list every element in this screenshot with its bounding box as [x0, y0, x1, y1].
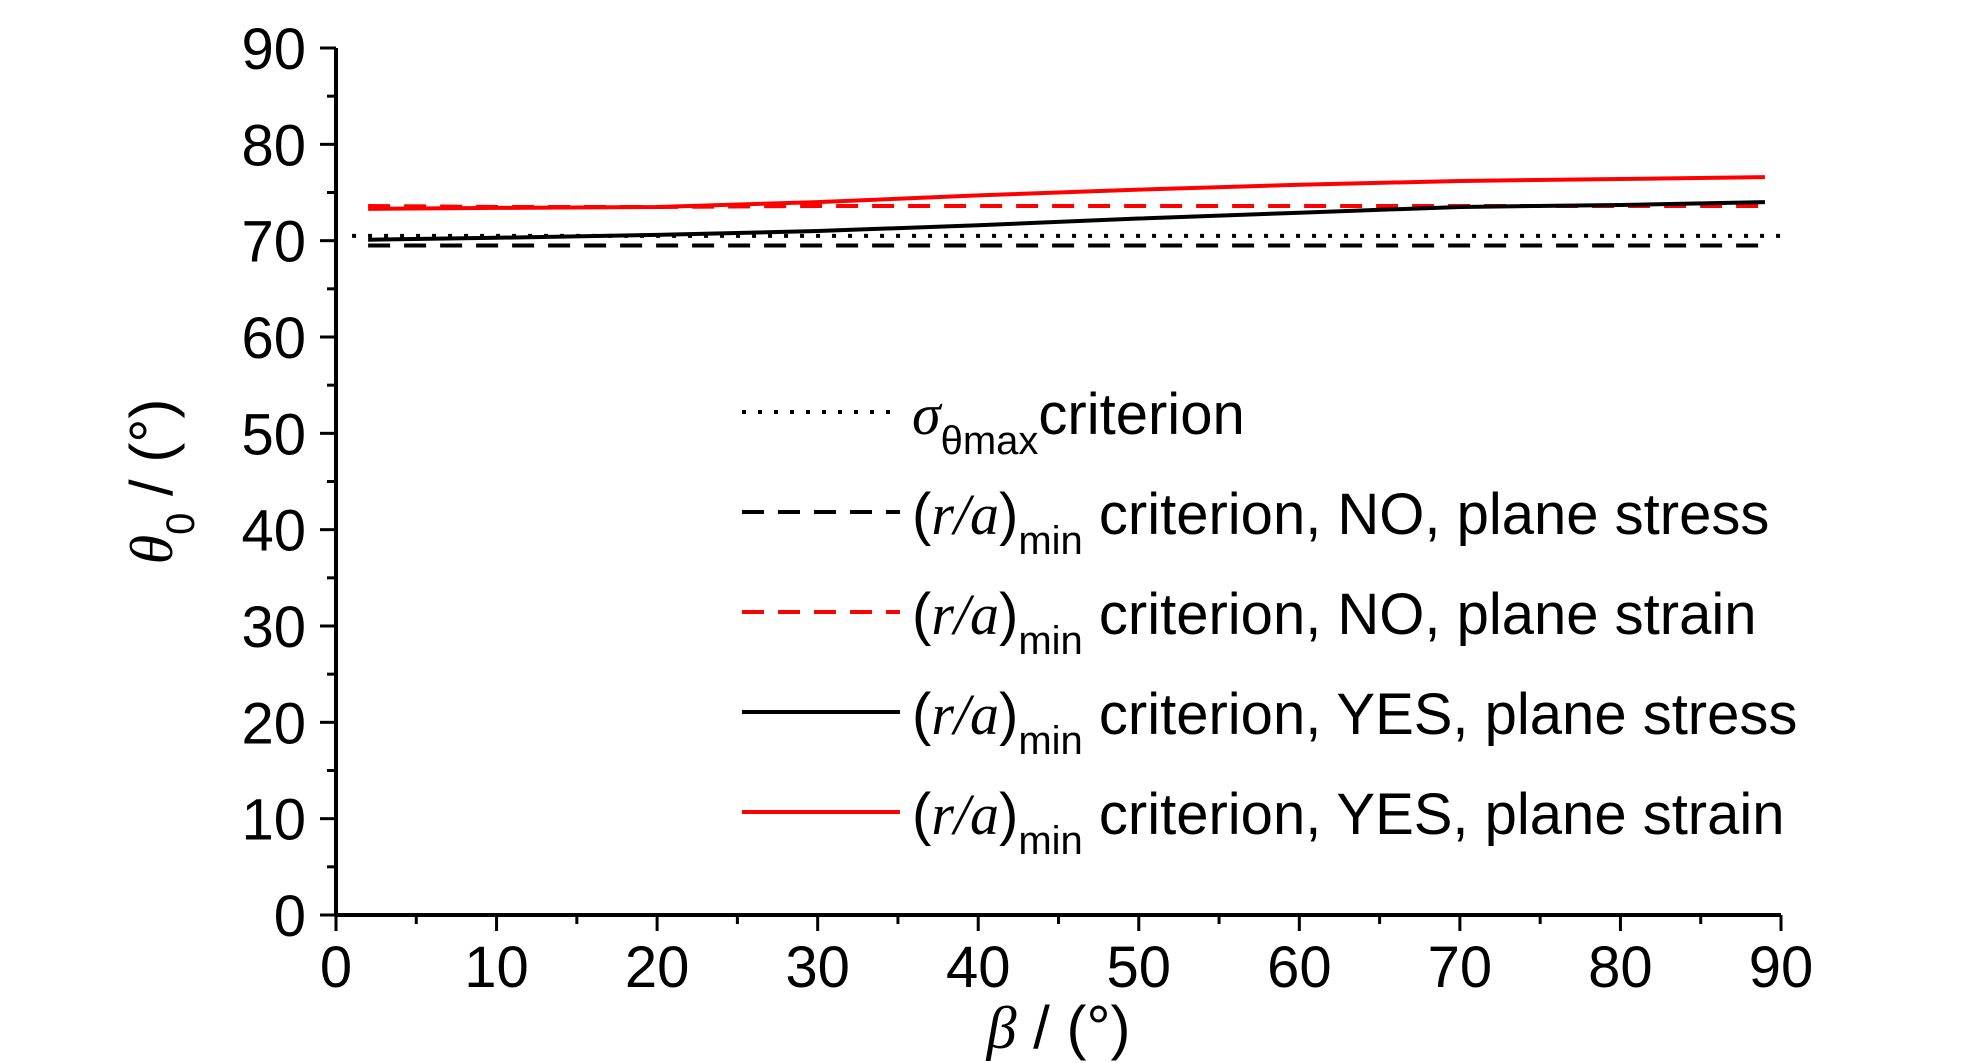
y-axis-unit: / (°) [118, 399, 185, 513]
legend-symbol: r/a [931, 582, 999, 647]
x-tick-label: 30 [785, 935, 850, 1000]
legend-label-sigma: σθmaxcriterion [912, 382, 1245, 463]
series-line-yes-strain [368, 175, 1765, 211]
legend-symbol: r/a [931, 782, 999, 847]
legend-subscript: θmax [941, 419, 1039, 463]
x-tick-label: 10 [464, 935, 529, 1000]
y-tick-label: 60 [241, 306, 306, 371]
series-layer [352, 175, 1781, 248]
legend-subscript: min [1018, 519, 1082, 563]
y-axis-title: θ0 / (°) [118, 399, 203, 565]
y-tick-label: 80 [241, 113, 306, 178]
y-tick-label: 50 [241, 402, 306, 467]
legend-paren-close: ) [999, 782, 1018, 847]
legend-paren-open: ( [912, 582, 931, 647]
y-axis-subscript: 0 [159, 513, 203, 535]
legend-subscript: min [1018, 819, 1082, 863]
x-tick-label: 80 [1588, 935, 1653, 1000]
legend-paren-open: ( [912, 782, 931, 847]
legend-text: criterion, YES, plane strain [1083, 782, 1785, 847]
y-tick-label: 30 [241, 595, 306, 660]
y-axis-symbol: θ [119, 535, 185, 564]
x-axis-unit: / (°) [1016, 994, 1130, 1061]
x-tick-label: 70 [1428, 935, 1493, 1000]
legend-paren-open: ( [912, 482, 931, 547]
legend-symbol: r/a [931, 682, 999, 747]
y-tick-label: 20 [241, 691, 306, 756]
legend-subscript: min [1018, 719, 1082, 763]
legend-label-no-strain: (r/a)min criterion, NO, plane strain [912, 582, 1757, 663]
legend-label-yes-stress: (r/a)min criterion, YES, plane stress [912, 682, 1797, 763]
legend-subscript: min [1018, 619, 1082, 663]
y-tick-label: 90 [241, 17, 306, 82]
legend-paren-close: ) [999, 582, 1018, 647]
legend-text: criterion, NO, plane stress [1083, 482, 1770, 547]
legend-symbol: σ [912, 382, 943, 447]
series-line-yes-stress [368, 200, 1765, 242]
y-tick-label: 0 [274, 884, 306, 949]
x-tick-label: 0 [320, 935, 352, 1000]
legend-text: criterion, NO, plane strain [1083, 582, 1757, 647]
y-tick-label: 70 [241, 210, 306, 275]
x-tick-label: 40 [946, 935, 1011, 1000]
legend-text: criterion, YES, plane stress [1083, 682, 1798, 747]
y-tick-label: 40 [241, 499, 306, 564]
x-tick-label: 50 [1107, 935, 1172, 1000]
legend-label-no-stress: (r/a)min criterion, NO, plane stress [912, 482, 1769, 563]
y-tick-label: 10 [241, 788, 306, 853]
x-tick-label: 20 [625, 935, 690, 1000]
legend-paren-close: ) [999, 482, 1018, 547]
x-axis-title: β / (°) [986, 994, 1131, 1061]
x-tick-label: 60 [1267, 935, 1332, 1000]
legend-paren-open: ( [912, 682, 931, 747]
x-tick-label: 90 [1749, 935, 1814, 1000]
legend-text: criterion [1038, 382, 1244, 447]
axes: 0 10 20 30 40 50 60 70 80 90 0 10 20 30 40 50 60 70 80 90 β … [118, 17, 1813, 1061]
legend-label-yes-strain: (r/a)min criterion, YES, plane strain [912, 782, 1785, 863]
legend-symbol: r/a [931, 482, 999, 547]
legend: σθmaxcriterion(r/a)min criterion, NO, pl… [742, 382, 1797, 863]
legend-paren-close: ) [999, 682, 1018, 747]
x-axis-symbol: β [986, 995, 1017, 1061]
